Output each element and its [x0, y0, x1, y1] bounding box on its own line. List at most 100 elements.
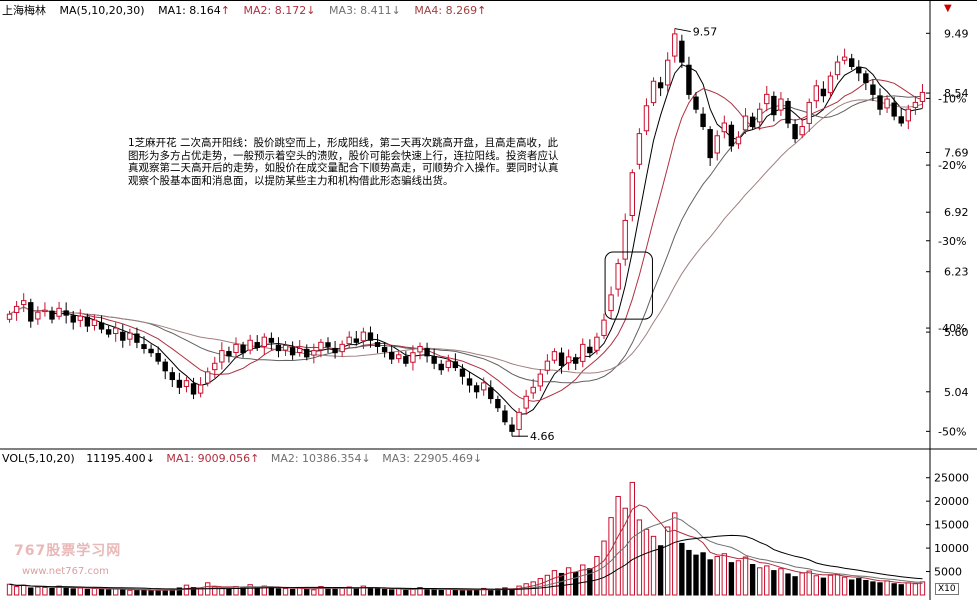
volume-bar [148, 590, 154, 596]
volume-bar [488, 589, 494, 596]
candle [693, 96, 699, 110]
candle [91, 319, 98, 326]
volume-bar [735, 560, 742, 596]
ma1-value: MA1: 8.164↑ [158, 4, 231, 17]
zoom-button[interactable]: X10 [935, 583, 959, 595]
candle [473, 385, 480, 393]
volume-bar [693, 554, 699, 596]
volume-bar [339, 587, 345, 596]
volume-y-tick-label: 5000 [934, 566, 962, 579]
candle [480, 382, 487, 391]
volume-bar [296, 587, 303, 596]
volume-bar [502, 587, 508, 596]
candle [70, 315, 76, 323]
ma3-value: MA3: 8.411↓ [328, 4, 401, 17]
candle [212, 362, 218, 371]
candle [877, 95, 883, 110]
volume-bar [459, 590, 466, 596]
volume-bar [28, 587, 34, 596]
candle [848, 58, 855, 67]
candle [98, 322, 105, 330]
candle [134, 333, 140, 343]
volume-bar [445, 588, 452, 596]
volume-bar [98, 588, 105, 596]
pct-tick-label: -50% [938, 425, 966, 438]
dropdown-arrow-icon[interactable]: ▼ [944, 3, 952, 14]
down-arrow-icon: ↓ [361, 452, 371, 465]
pct-tick-label: -10% [938, 92, 966, 105]
volume-bar [898, 584, 904, 596]
volume-bar [282, 587, 289, 596]
candle [233, 343, 239, 353]
volume-ma3: MA3: 22905.469↓ [382, 452, 483, 465]
candle [785, 100, 791, 124]
candle [112, 327, 119, 335]
volume-bar [35, 586, 41, 596]
volume-bar [480, 587, 487, 596]
volume-bar [848, 579, 855, 596]
candle [289, 347, 296, 356]
candle [296, 348, 303, 353]
candle [905, 108, 912, 122]
volume-bar [176, 587, 183, 596]
volume-bar [771, 570, 777, 596]
volume-value: 11195.400↓ [86, 452, 155, 465]
candle [495, 398, 501, 409]
volume-bar [834, 573, 841, 596]
candle [523, 395, 529, 409]
candle [304, 348, 310, 358]
volume-bar [353, 587, 360, 596]
y-tick-label: 8.54 [944, 87, 969, 100]
volume-bar [49, 587, 55, 596]
candle [438, 363, 444, 371]
candle [254, 342, 260, 348]
highlight-box [604, 251, 653, 320]
volume-bar [841, 576, 848, 596]
candle [6, 313, 13, 320]
volume-bar [686, 549, 692, 596]
volume-bar [806, 570, 812, 596]
up-arrow-icon: ↑ [250, 452, 260, 465]
y-tick-label: 7.69 [944, 146, 969, 159]
candle [162, 361, 168, 372]
candle [615, 263, 621, 290]
volume-bar [905, 582, 912, 596]
volume-bar [105, 589, 112, 596]
candle [396, 354, 402, 360]
candle [452, 361, 459, 369]
candle [247, 339, 253, 351]
volume-bar [700, 552, 706, 596]
volume-bar [679, 542, 685, 596]
pattern-annotation: 1芝麻开花 二次高开阳线：股价跳空而上，形成阳线，第二天再次跳高开盘，且高走高收… [128, 137, 559, 187]
candle [488, 387, 494, 400]
watermark-brand: 767股票学习网 [14, 543, 122, 559]
volume-bar [509, 588, 515, 596]
candle [120, 331, 126, 341]
volume-bar [785, 573, 791, 596]
down-arrow-icon: ↓ [391, 4, 401, 17]
candle [63, 310, 69, 316]
volume-bar [112, 588, 119, 596]
volume-bar [346, 586, 352, 596]
candle [898, 116, 904, 124]
volume-bar [764, 565, 770, 596]
ma4-value: MA4: 8.269↑ [414, 4, 487, 17]
volume-bar [261, 585, 268, 596]
extreme-pointer [674, 28, 691, 33]
up-arrow-icon: ↑ [220, 4, 231, 17]
candle [141, 344, 147, 350]
volume-ma2: MA2: 10386.354↓ [270, 452, 371, 465]
candle [219, 350, 225, 363]
candle [841, 56, 848, 61]
candle [183, 380, 190, 387]
volume-header: VOL(5,10,20) 11195.400↓ MA1: 9009.056↑ M… [2, 452, 490, 465]
volume-bar [856, 578, 862, 596]
candle [891, 102, 897, 117]
volume-bar [516, 585, 522, 596]
volume-bar [183, 584, 190, 596]
volume-bar [643, 528, 650, 596]
y-tick-label: 5.04 [944, 386, 969, 399]
ma30-line [9, 99, 923, 374]
volume-label: VOL(5,10,20) [2, 452, 75, 465]
volume-bar [820, 577, 827, 596]
